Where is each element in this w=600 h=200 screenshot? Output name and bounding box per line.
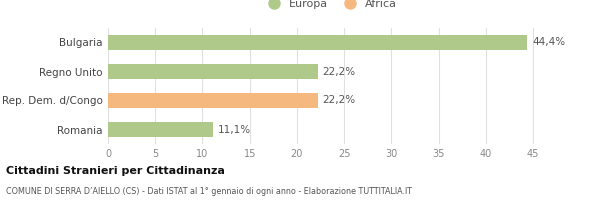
Bar [108,93,318,108]
Bar [108,35,527,50]
Text: 22,2%: 22,2% [322,96,356,106]
Text: 44,4%: 44,4% [532,38,565,47]
Text: COMUNE DI SERRA D’AIELLO (CS) - Dati ISTAT al 1° gennaio di ogni anno - Elaboraz: COMUNE DI SERRA D’AIELLO (CS) - Dati IST… [6,187,412,196]
Text: Cittadini Stranieri per Cittadinanza: Cittadini Stranieri per Cittadinanza [6,166,225,176]
Bar [108,122,213,137]
Text: 22,2%: 22,2% [322,66,356,76]
Bar [108,64,318,79]
Legend: Europa, Africa: Europa, Africa [259,0,401,13]
Text: 11,1%: 11,1% [218,124,251,134]
